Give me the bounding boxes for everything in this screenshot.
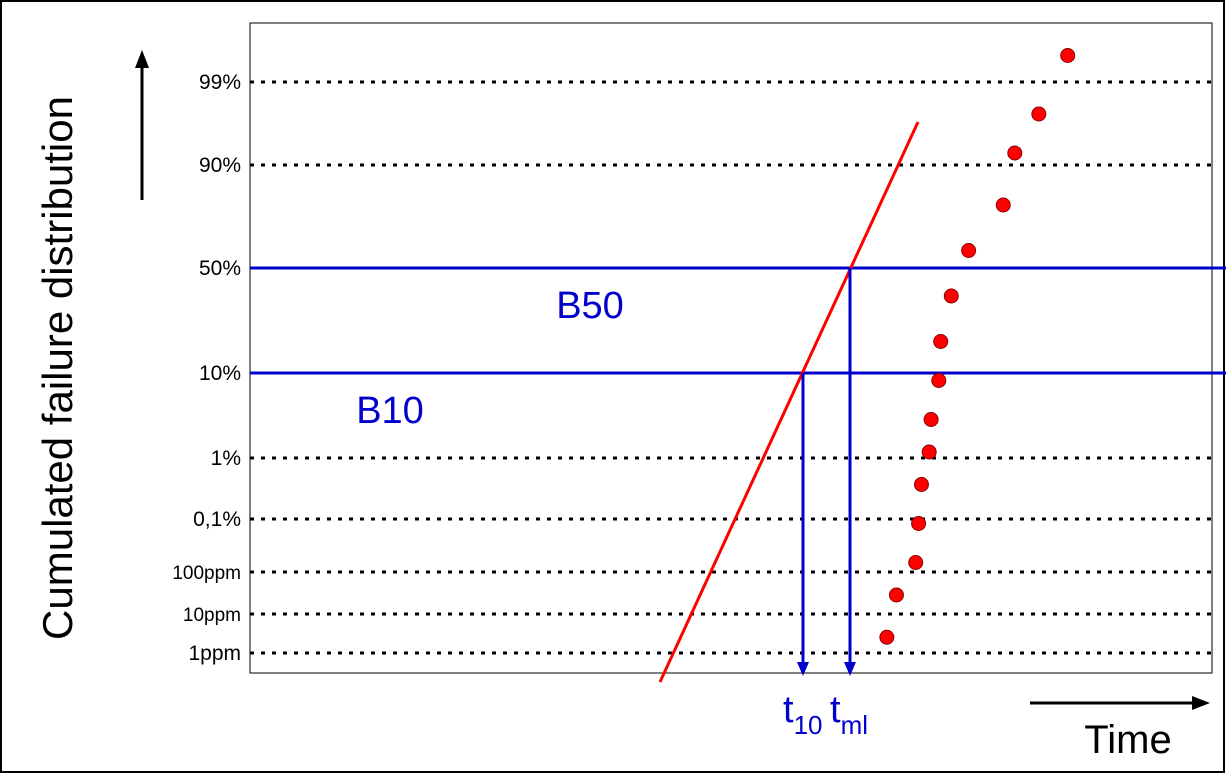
data-point (921, 444, 937, 460)
data-point (923, 412, 939, 427)
data-point (913, 477, 929, 492)
data-point (961, 243, 977, 258)
y-tick-label: 50% (199, 257, 241, 280)
data-point (943, 288, 959, 304)
data-points (879, 48, 1076, 645)
y-tick-label: 10% (199, 362, 241, 385)
data-point (911, 516, 927, 531)
x-axis-arrowhead (1192, 696, 1210, 710)
fit-line-layer (658, 121, 920, 683)
time-marker-arrowhead (844, 662, 856, 676)
x-axis-title: Time (1084, 718, 1171, 762)
y-tick-label: 10ppm (183, 605, 241, 626)
y-axis-title: Cumulated failure distribution (34, 96, 81, 640)
y-tick-label: 100ppm (172, 563, 241, 584)
data-point (1031, 106, 1047, 122)
data-point (908, 555, 924, 570)
y-tick-label: 0,1% (193, 508, 241, 531)
reference-label: B50 (556, 285, 624, 327)
fit-line (658, 121, 920, 683)
data-point (995, 197, 1011, 213)
reference-lines: B50 B10 (250, 266, 1226, 432)
data-point (933, 334, 949, 349)
y-tick-label: 1% (211, 447, 241, 470)
data-point (879, 629, 895, 645)
plot-frame (249, 22, 1213, 674)
time-marker-arrowhead (797, 662, 809, 676)
time-marker-subscript: ml (841, 710, 868, 740)
y-tick-label: 1ppm (188, 642, 241, 665)
y-tick-label: 90% (199, 154, 241, 177)
data-point (1060, 48, 1076, 63)
y-axis-arrowhead (135, 50, 149, 68)
grid-layer: 99% 90% 50% 10% 1% 0,1% 100ppm 10ppm 1ppm (172, 71, 1212, 665)
data-point (1007, 145, 1023, 161)
y-tick-label: 99% (199, 71, 241, 94)
time-marker-subscript: 10 (794, 710, 823, 740)
data-point (931, 373, 947, 388)
data-point (888, 587, 904, 603)
reference-label: B10 (356, 390, 424, 432)
